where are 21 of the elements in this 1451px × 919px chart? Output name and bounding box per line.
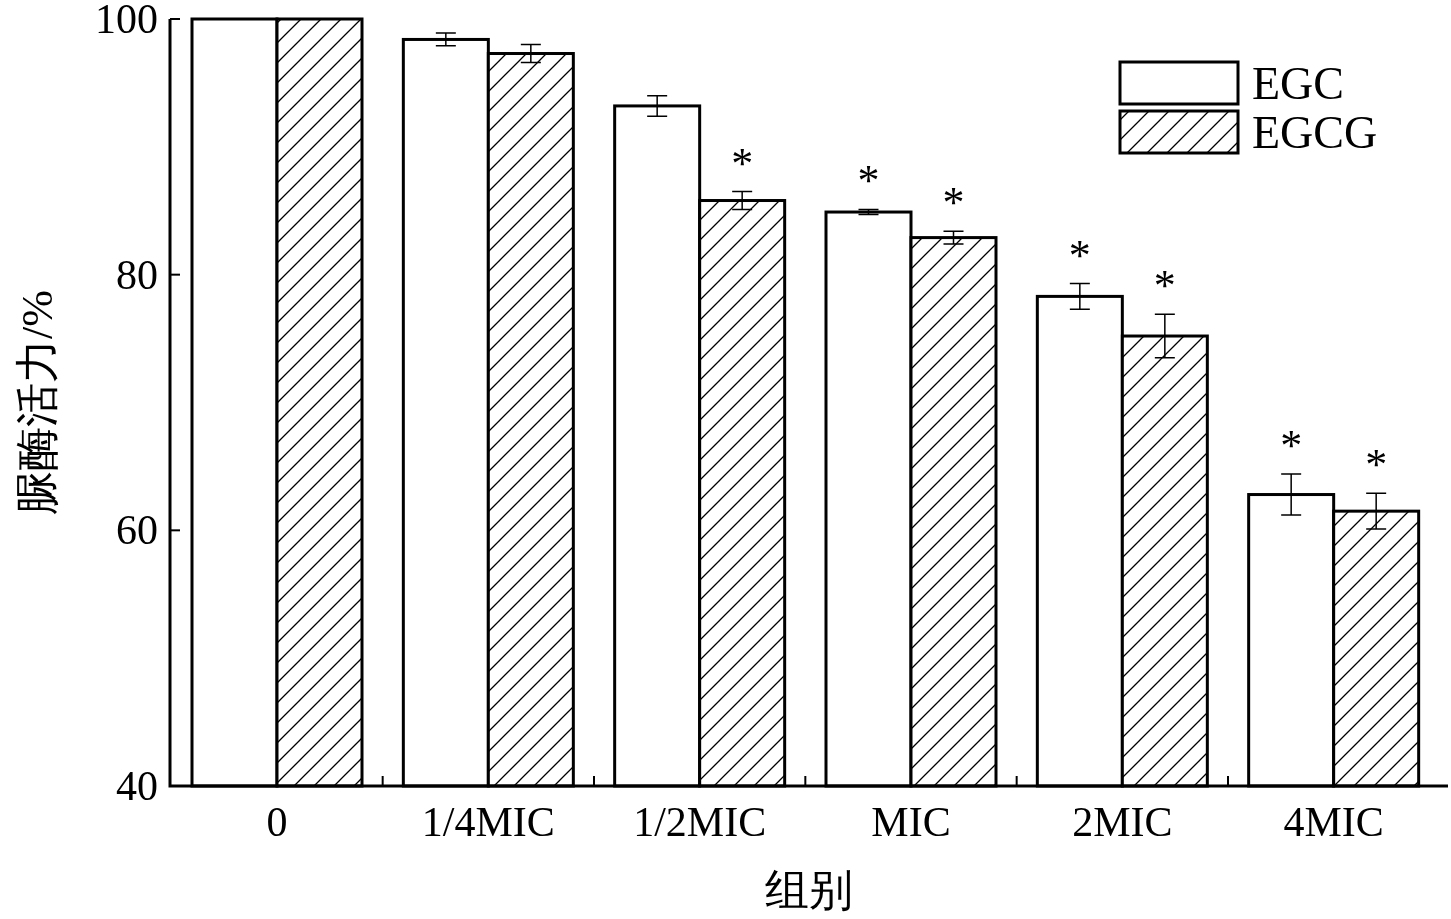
data-label: * <box>1365 440 1388 490</box>
data-label: * <box>1153 261 1176 311</box>
y-axis-title: 脲酶活力/% <box>13 290 62 515</box>
y-tick-label: 80 <box>116 251 158 298</box>
y-tick-label: 60 <box>116 507 158 554</box>
data-label: * <box>857 156 880 206</box>
x-tick-label: 4MIC <box>1283 799 1384 845</box>
data-label: * <box>1280 421 1303 471</box>
x-tick-label: 1/2MIC <box>633 799 767 845</box>
x-tick-label: 2MIC <box>1072 799 1173 845</box>
data-label: * <box>942 178 965 228</box>
x-tick-label: MIC <box>871 799 951 845</box>
x-axis-title: 组别 <box>765 866 853 915</box>
data-label: * <box>1068 230 1091 280</box>
x-tick-label: 0 <box>266 799 288 845</box>
y-tick-label: 100 <box>95 0 158 42</box>
data-label: * <box>731 138 754 188</box>
legend-label: EGC <box>1252 58 1344 109</box>
y-tick-label: 40 <box>116 763 158 809</box>
x-tick-label: 1/4MIC <box>421 799 555 845</box>
legend-label: EGCG <box>1252 107 1378 158</box>
